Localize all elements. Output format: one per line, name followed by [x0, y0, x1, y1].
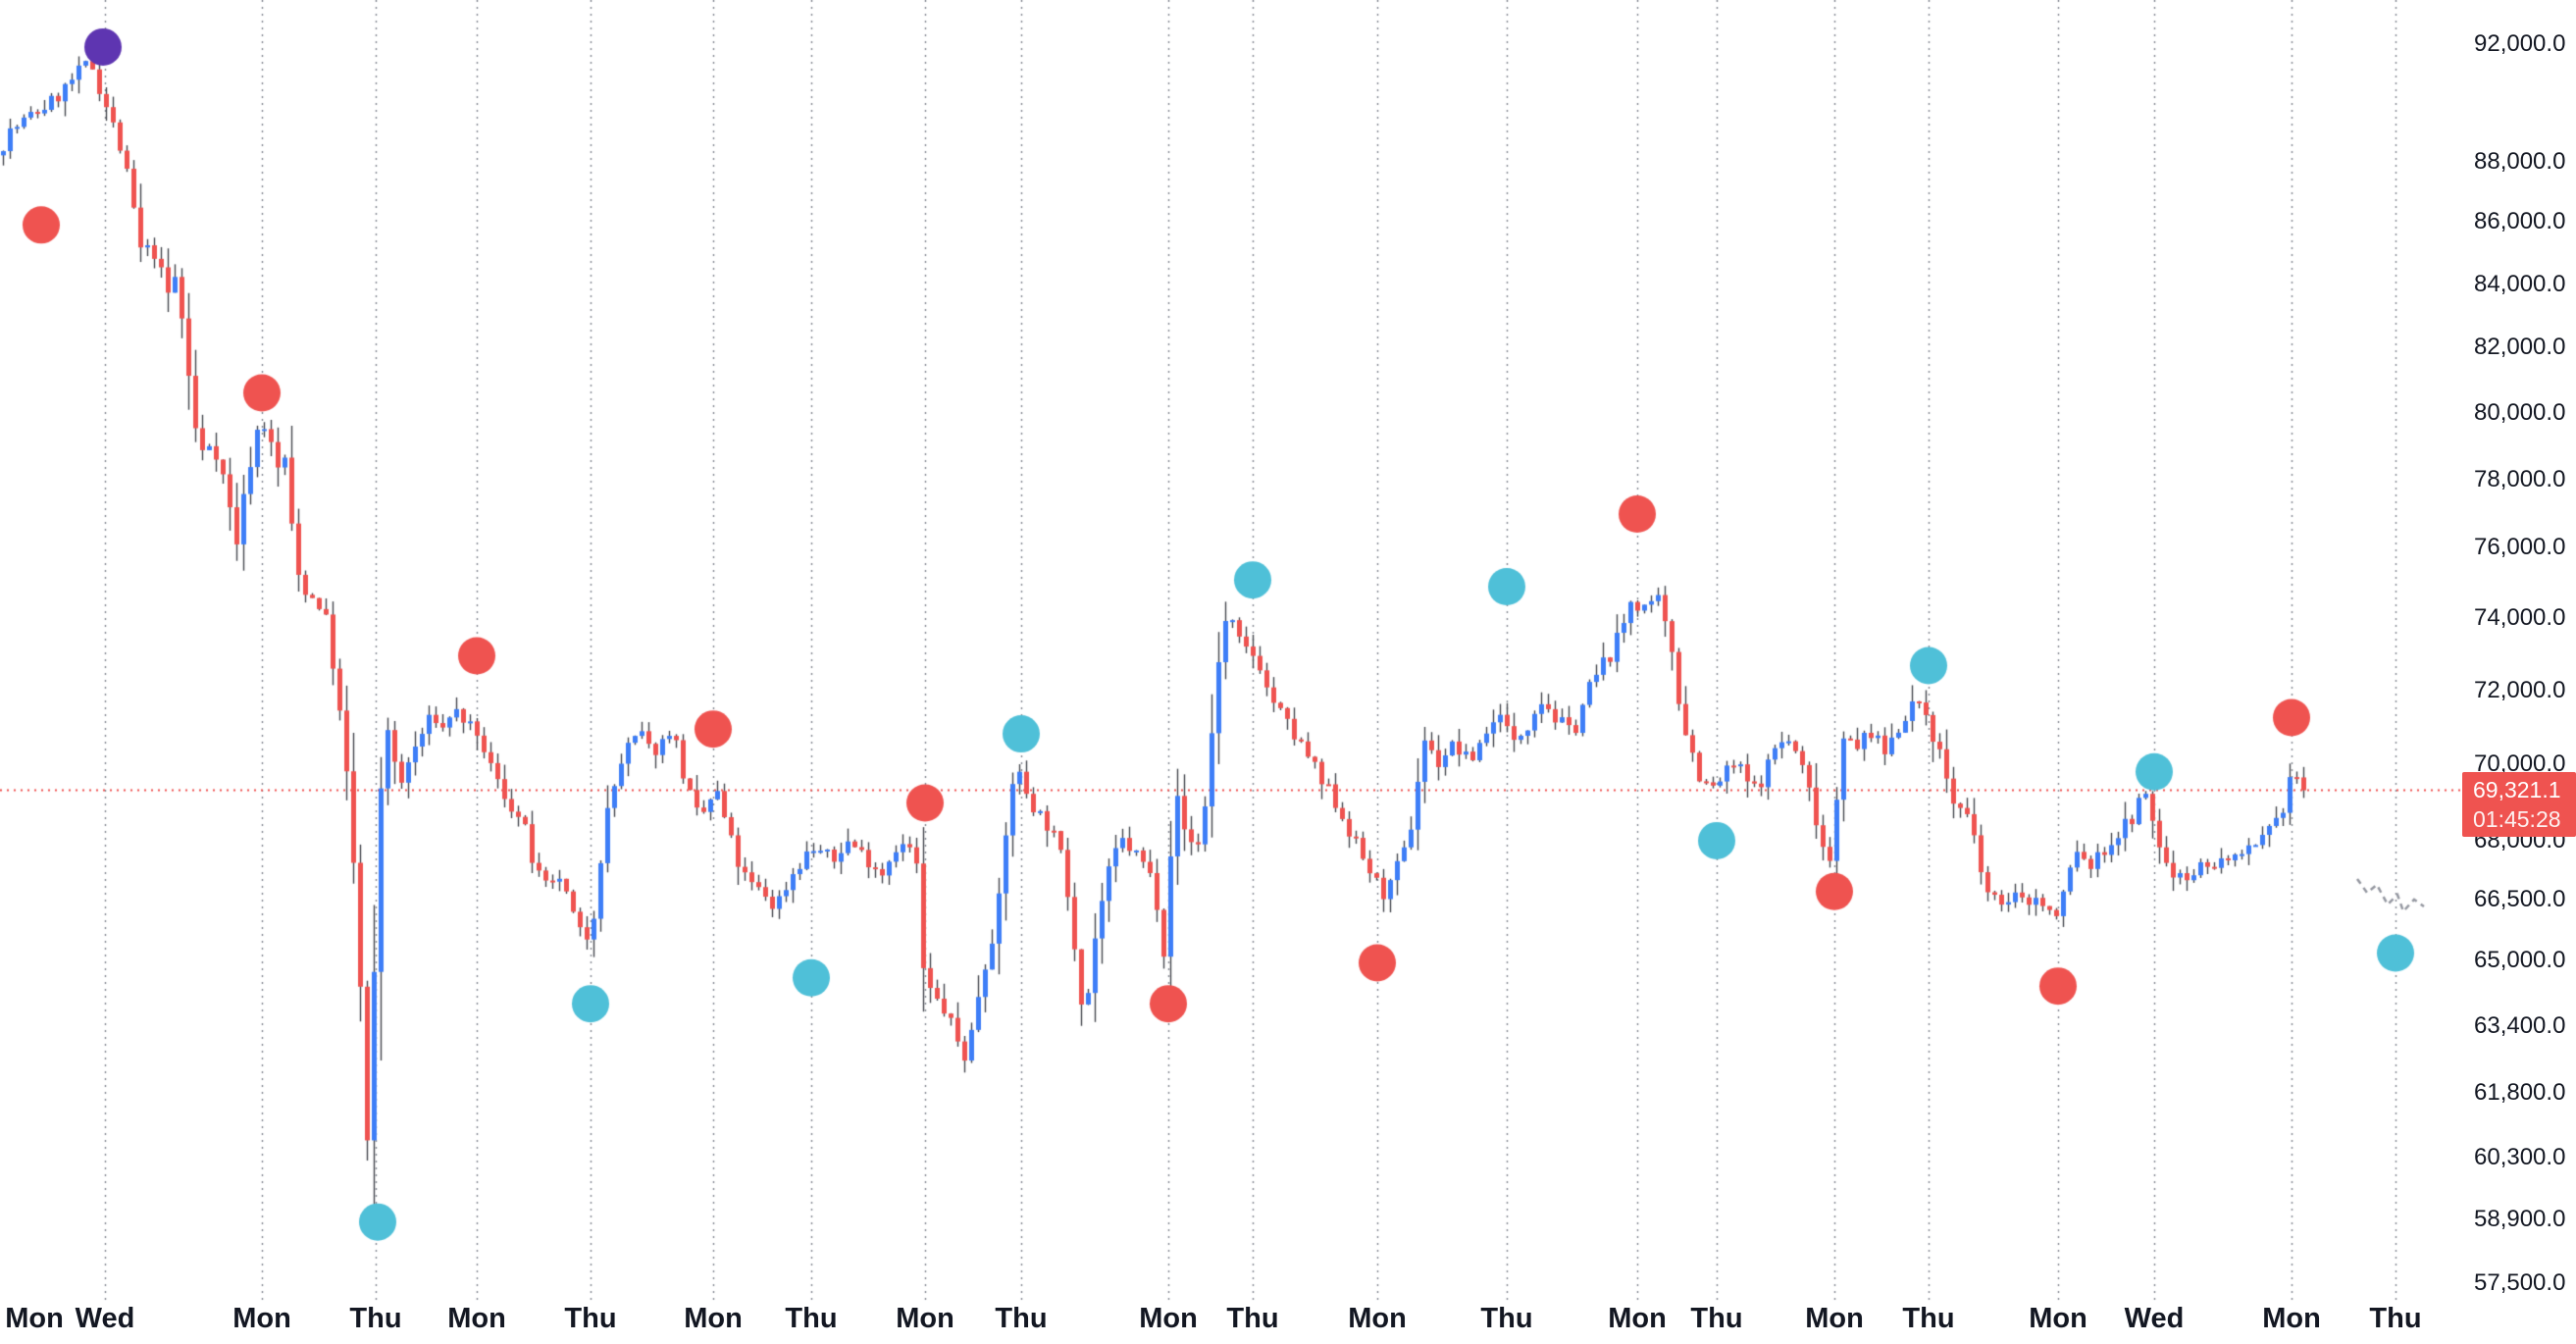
time-axis-label: Thu — [1480, 1303, 1533, 1334]
time-axis-label: Thu — [1902, 1303, 1955, 1334]
bar-countdown: 01:45:28 — [2473, 805, 2561, 832]
time-axis-label: Wed — [2124, 1303, 2185, 1334]
time-axis-label: Wed — [75, 1303, 135, 1334]
time-axis-label: Thu — [2369, 1303, 2422, 1334]
time-axis-label: Mon — [1139, 1303, 1198, 1334]
time-axis-label: Mon — [1805, 1303, 1864, 1334]
time-axis-label: Mon — [447, 1303, 506, 1334]
price-axis-label: 78,000.0 — [2474, 465, 2566, 492]
price-axis-label: 82,000.0 — [2474, 334, 2566, 361]
price-axis-label: 58,900.0 — [2474, 1206, 2566, 1233]
price-axis-label: 57,500.0 — [2474, 1269, 2566, 1296]
price-axis[interactable]: 92,000.0 88,000.0 86,000.0 84,000.0 82,000.0… — [2462, 0, 2576, 1300]
price-axis-label: 92,000.0 — [2474, 30, 2566, 57]
time-axis-label: Mon — [1348, 1303, 1407, 1334]
price-axis-label: 61,800.0 — [2474, 1079, 2566, 1107]
time-axis-label: Mon — [232, 1303, 291, 1334]
price-axis-label: 86,000.0 — [2474, 208, 2566, 235]
price-axis-label: 84,000.0 — [2474, 270, 2566, 297]
price-axis-label: 76,000.0 — [2474, 534, 2566, 561]
current-price-label[interactable]: 69,321.1 01:45:28 — [2462, 771, 2576, 837]
time-axis[interactable]: Mon Wed Mon Thu Mon Thu Mon Thu Mon Thu Mon Thu Mon T… — [0, 1300, 2462, 1344]
price-axis-label: 88,000.0 — [2474, 147, 2566, 175]
time-axis-label: Mon — [2029, 1303, 2087, 1334]
time-axis-label: Mon — [896, 1303, 954, 1334]
price-axis-label: 63,400.0 — [2474, 1011, 2566, 1039]
time-axis-label: Mon — [1608, 1303, 1667, 1334]
price-axis-label: 65,000.0 — [2474, 946, 2566, 973]
price-axis-label: 74,000.0 — [2474, 604, 2566, 632]
time-axis-label: Thu — [995, 1303, 1048, 1334]
time-axis-label: Thu — [1690, 1303, 1743, 1334]
current-price-value: 69,321.1 — [2473, 776, 2561, 802]
time-axis-label: Thu — [785, 1303, 838, 1334]
time-axis-label: Mon — [684, 1303, 743, 1334]
price-axis-label: 66,500.0 — [2474, 886, 2566, 913]
time-axis-label: Mon — [2262, 1303, 2321, 1334]
time-axis-label: Thu — [564, 1303, 617, 1334]
price-axis-label: 72,000.0 — [2474, 676, 2566, 703]
time-axis-label: Mon — [5, 1303, 64, 1334]
time-axis-label: Thu — [1226, 1303, 1279, 1334]
price-axis-label: 60,300.0 — [2474, 1144, 2566, 1171]
price-axis-label: 80,000.0 — [2474, 398, 2566, 426]
time-axis-label: Thu — [349, 1303, 402, 1334]
